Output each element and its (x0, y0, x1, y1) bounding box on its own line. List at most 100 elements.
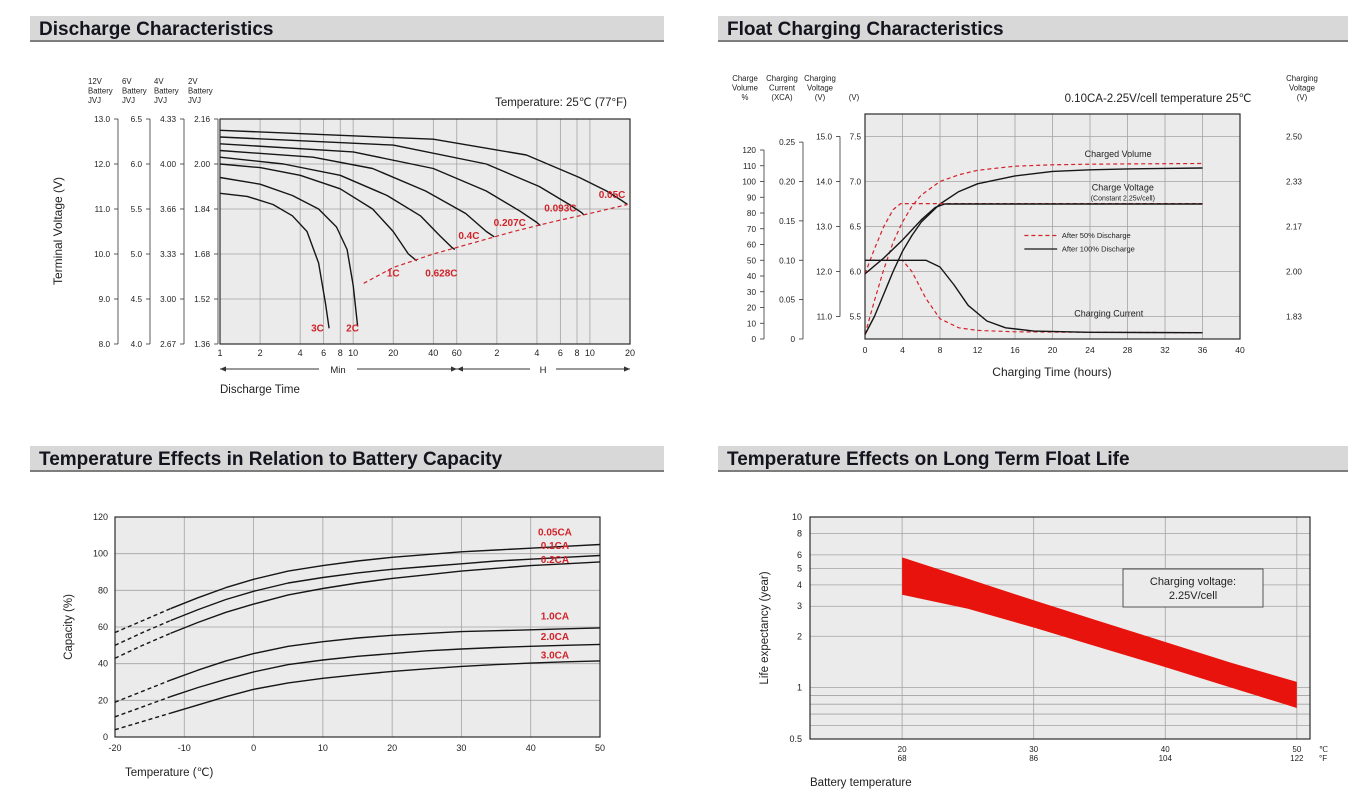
svg-text:0.207C: 0.207C (494, 218, 526, 229)
svg-text:10: 10 (585, 348, 595, 358)
svg-text:0.093C: 0.093C (544, 203, 576, 214)
svg-text:2.00: 2.00 (1286, 268, 1302, 277)
svg-text:20: 20 (388, 348, 398, 358)
svg-text:6.0: 6.0 (131, 160, 143, 169)
svg-text:6V: 6V (122, 77, 132, 86)
svg-text:Charging voltage:: Charging voltage: (1150, 576, 1236, 588)
svg-text:6.5: 6.5 (131, 115, 143, 124)
section-title-temperature-capacity: Temperature Effects in Relation to Batte… (30, 446, 664, 472)
svg-text:8.0: 8.0 (99, 340, 111, 349)
svg-text:11.0: 11.0 (95, 205, 111, 214)
svg-text:Volume: Volume (732, 84, 758, 93)
svg-text:8: 8 (797, 529, 802, 539)
svg-text:Voltage: Voltage (807, 84, 833, 93)
section-temperature-capacity: Temperature Effects in Relation to Batte… (30, 446, 664, 789)
svg-text:20: 20 (747, 304, 757, 313)
svg-text:13.0: 13.0 (94, 115, 110, 124)
svg-text:7.5: 7.5 (850, 133, 862, 142)
svg-text:1.52: 1.52 (194, 295, 210, 304)
svg-text:Capacity (%): Capacity (%) (63, 594, 75, 660)
svg-text:7.0: 7.0 (850, 178, 862, 187)
svg-text:1.0CA: 1.0CA (541, 612, 569, 623)
svg-text:10: 10 (348, 348, 358, 358)
svg-text:8: 8 (575, 348, 580, 358)
svg-text:6: 6 (558, 348, 563, 358)
svg-text:2.33: 2.33 (1286, 178, 1302, 187)
svg-text:%: % (742, 93, 749, 102)
svg-text:12: 12 (973, 345, 983, 355)
svg-text:20: 20 (625, 348, 635, 358)
svg-text:20: 20 (387, 743, 397, 753)
svg-text:°F: °F (1319, 754, 1327, 763)
svg-text:4.33: 4.33 (160, 115, 176, 124)
svg-text:2: 2 (797, 631, 802, 641)
svg-text:6: 6 (797, 550, 802, 560)
svg-text:12V: 12V (88, 77, 103, 86)
svg-text:4: 4 (900, 345, 905, 355)
svg-text:36: 36 (1198, 345, 1208, 355)
svg-text:1.36: 1.36 (194, 340, 210, 349)
svg-text:0: 0 (863, 345, 868, 355)
svg-text:(V): (V) (1297, 93, 1308, 102)
svg-text:0: 0 (751, 335, 756, 344)
svg-text:JVJ: JVJ (88, 96, 101, 105)
svg-text:-10: -10 (178, 743, 191, 753)
svg-text:20: 20 (898, 745, 907, 754)
svg-text:(XCA): (XCA) (771, 93, 793, 102)
svg-text:4: 4 (298, 348, 303, 358)
svg-text:1C: 1C (387, 269, 400, 280)
svg-text:(Constant 2.25v/cell): (Constant 2.25v/cell) (1091, 196, 1155, 203)
svg-text:40: 40 (428, 348, 438, 358)
svg-text:Life expectancy (year): Life expectancy (year) (759, 571, 771, 684)
svg-text:40: 40 (526, 743, 536, 753)
temperature-capacity-chart: -20 -10 0 10 20 30 40 50 0 20 40 60 80 100 120 Temperat… (63, 512, 605, 779)
svg-text:Battery: Battery (188, 87, 213, 96)
svg-text:60: 60 (98, 622, 108, 632)
section-title-discharge: Discharge Characteristics (30, 16, 664, 42)
svg-text:80: 80 (98, 585, 108, 595)
svg-text:1: 1 (797, 683, 802, 693)
svg-text:0.05: 0.05 (779, 296, 795, 305)
section-title-text: Discharge Characteristics (39, 19, 274, 40)
svg-text:20: 20 (1048, 345, 1058, 355)
svg-text:40: 40 (1161, 745, 1170, 754)
svg-text:Charging Time (hours): Charging Time (hours) (992, 365, 1111, 379)
svg-text:4V: 4V (154, 77, 164, 86)
svg-text:Charging: Charging (766, 74, 798, 83)
svg-text:14.0: 14.0 (816, 178, 832, 187)
svg-text:5.5: 5.5 (131, 205, 143, 214)
svg-text:0: 0 (251, 743, 256, 753)
svg-text:(V): (V) (849, 93, 860, 102)
svg-text:16: 16 (1010, 345, 1020, 355)
svg-text:2: 2 (494, 348, 499, 358)
svg-text:4: 4 (797, 580, 802, 590)
svg-text:12.0: 12.0 (94, 160, 110, 169)
svg-text:60: 60 (747, 241, 757, 250)
svg-text:Temperature: 25℃ (77°F): Temperature: 25℃ (77°F) (495, 97, 627, 109)
svg-text:50: 50 (595, 743, 605, 753)
svg-text:0.1CA: 0.1CA (541, 541, 569, 552)
svg-text:Charging: Charging (1286, 74, 1318, 83)
svg-text:13.0: 13.0 (816, 223, 832, 232)
svg-text:3C: 3C (311, 323, 324, 334)
svg-text:1.68: 1.68 (194, 250, 210, 259)
svg-text:After 50% Discharge: After 50% Discharge (1062, 231, 1131, 240)
svg-text:After 100% Discharge: After 100% Discharge (1062, 244, 1135, 253)
svg-text:Battery: Battery (88, 87, 113, 96)
svg-text:28: 28 (1123, 345, 1133, 355)
svg-text:2.67: 2.67 (160, 340, 176, 349)
svg-text:12.0: 12.0 (816, 268, 832, 277)
svg-text:3.0CA: 3.0CA (541, 651, 569, 662)
svg-text:100: 100 (93, 549, 108, 559)
svg-text:40: 40 (747, 272, 757, 281)
svg-text:5.5: 5.5 (850, 313, 862, 322)
svg-text:6: 6 (321, 348, 326, 358)
svg-text:10: 10 (747, 319, 757, 328)
svg-text:Temperature (℃): Temperature (℃) (125, 767, 213, 779)
svg-text:0.10CA-2.25V/cell temperature: 0.10CA-2.25V/cell temperature 25℃ (1065, 93, 1252, 105)
svg-text:JVJ: JVJ (188, 96, 201, 105)
svg-text:6.5: 6.5 (850, 223, 862, 232)
section-title-float-life: Temperature Effects on Long Term Float L… (718, 446, 1348, 472)
svg-text:0.05CA: 0.05CA (538, 527, 572, 538)
